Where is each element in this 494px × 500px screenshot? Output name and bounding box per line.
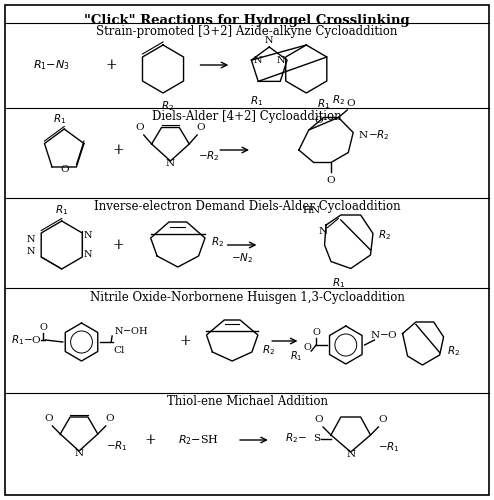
Text: $R_2$: $R_2$ — [262, 344, 275, 357]
Text: O: O — [39, 322, 47, 332]
Text: O: O — [60, 164, 69, 173]
Text: N: N — [265, 36, 274, 45]
Text: Nitrile Oxide-Norbornene Huisgen 1,3-Cycloaddition: Nitrile Oxide-Norbornene Huisgen 1,3-Cyc… — [89, 291, 405, 304]
Text: O: O — [135, 123, 144, 132]
Text: N: N — [27, 246, 36, 256]
Text: Strain-promoted [3+2] Azide-alkyne Cycloaddition: Strain-promoted [3+2] Azide-alkyne Cyclo… — [96, 25, 398, 38]
Text: $R_1$$-$O: $R_1$$-$O — [11, 333, 41, 347]
Text: O: O — [327, 176, 335, 184]
Text: $R_1$: $R_1$ — [53, 112, 66, 126]
Text: $R_2$: $R_2$ — [332, 93, 345, 107]
Text: +: + — [105, 58, 117, 72]
Text: N: N — [27, 234, 36, 244]
Text: N: N — [166, 159, 175, 168]
Text: $R_1$: $R_1$ — [55, 203, 68, 217]
Text: $R_2$: $R_2$ — [162, 99, 174, 113]
Text: N: N — [346, 450, 355, 459]
Text: $R_2$: $R_2$ — [378, 228, 391, 242]
Text: O: O — [44, 414, 53, 423]
Text: $R_1$: $R_1$ — [332, 276, 345, 290]
Text: N: N — [83, 250, 92, 259]
Text: $R_1$: $R_1$ — [250, 94, 263, 108]
Text: +: + — [113, 238, 124, 252]
Text: $-R_1$: $-R_1$ — [378, 440, 400, 454]
Text: Thiol-ene Michael Addition: Thiol-ene Michael Addition — [166, 395, 328, 408]
Text: O: O — [378, 415, 387, 424]
Text: $-R_2$: $-R_2$ — [198, 149, 219, 163]
Text: O: O — [312, 328, 320, 337]
Text: S: S — [313, 434, 320, 443]
Text: O: O — [314, 116, 323, 125]
Text: N: N — [75, 449, 83, 458]
Text: O: O — [303, 344, 311, 352]
Text: $R_2$: $R_2$ — [211, 235, 224, 249]
Text: +: + — [113, 143, 124, 157]
Text: $R_2$: $R_2$ — [447, 344, 460, 358]
Text: N: N — [254, 56, 262, 64]
Text: $R_2$$-$SH: $R_2$$-$SH — [178, 433, 219, 447]
Text: +: + — [179, 334, 191, 348]
Text: N: N — [83, 231, 92, 240]
Text: $R_1$$-$$N_3$: $R_1$$-$$N_3$ — [34, 58, 70, 72]
Text: $R_1$: $R_1$ — [290, 349, 302, 363]
FancyBboxPatch shape — [5, 5, 489, 495]
Text: $- N_2$: $- N_2$ — [231, 252, 253, 266]
Text: $R_2$$-$: $R_2$$-$ — [285, 432, 306, 446]
Text: Cl: Cl — [114, 346, 125, 355]
Text: O: O — [346, 98, 355, 108]
Text: N: N — [358, 130, 367, 140]
Text: O: O — [315, 415, 324, 424]
Text: O: O — [197, 123, 206, 132]
Text: N: N — [276, 56, 285, 64]
Text: O: O — [105, 414, 114, 423]
Text: HN: HN — [302, 206, 320, 215]
Text: +: + — [145, 433, 157, 447]
Text: Inverse-electron Demand Diels-Alder Cycloaddition: Inverse-electron Demand Diels-Alder Cycl… — [94, 200, 400, 213]
Text: $-R_2$: $-R_2$ — [368, 128, 390, 142]
Text: N: N — [318, 227, 327, 236]
Text: N$-$OH: N$-$OH — [114, 325, 148, 336]
Text: $R_1$: $R_1$ — [317, 97, 330, 111]
Text: Diels-Alder [4+2] Cycloaddition: Diels-Alder [4+2] Cycloaddition — [152, 110, 342, 123]
Text: N$-$O: N$-$O — [370, 328, 397, 340]
Text: $-R_1$: $-R_1$ — [106, 439, 127, 453]
Text: "Click" Reactions for Hydrogel Crosslinking: "Click" Reactions for Hydrogel Crosslink… — [84, 14, 410, 27]
